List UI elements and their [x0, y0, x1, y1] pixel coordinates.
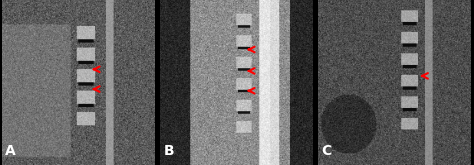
Text: A: A: [5, 144, 16, 158]
Text: C: C: [321, 144, 332, 158]
Text: B: B: [164, 144, 174, 158]
